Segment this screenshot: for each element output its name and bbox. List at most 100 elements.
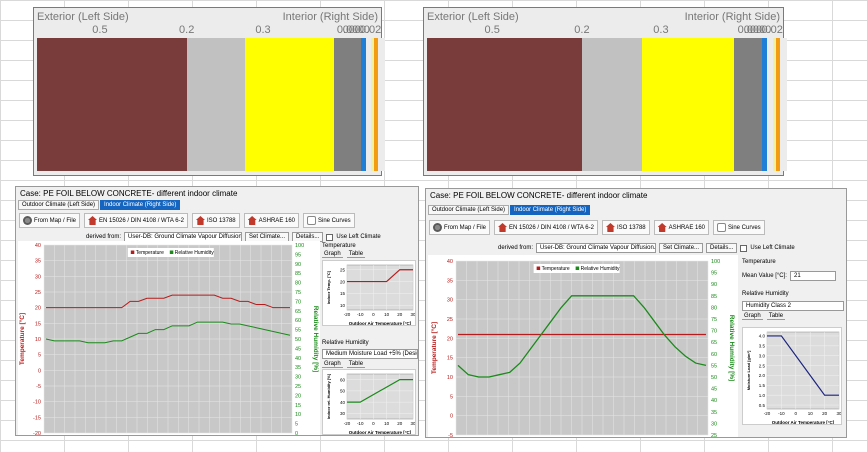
tab-table[interactable]: Table xyxy=(346,251,366,258)
mini-x-axis-label: Outdoor Air Temperature [°C] xyxy=(772,420,835,425)
thickness-label: 0.0 xyxy=(743,24,760,36)
use-left-climate-label: Use Left Climate xyxy=(750,245,795,251)
derived-from-field[interactable]: User-DB: Ground Climate Vapour Diffusion… xyxy=(536,243,657,253)
y-right-tick-label: 75 xyxy=(295,290,301,296)
material-layer xyxy=(360,38,366,171)
set-climate-button[interactable]: Set Climate... xyxy=(659,243,704,253)
humidity-class-select[interactable]: Humidity Class 2 xyxy=(742,301,844,311)
use-left-climate-label: Use Left Climate xyxy=(336,234,381,240)
sine-curves-label: Sine Curves xyxy=(728,224,761,231)
thickness-label: 0.5 xyxy=(92,24,108,36)
mini-x-tick-label: -20 xyxy=(764,411,771,416)
sine-curve-icon xyxy=(307,216,316,225)
y-left-tick-label: 30 xyxy=(447,298,453,304)
legend-swatch-temperature xyxy=(130,250,135,254)
y-right-tick-label: 85 xyxy=(295,271,301,277)
thickness-label: 0.02 xyxy=(359,24,382,36)
legend-label-temperature: Temperature xyxy=(542,266,570,272)
y-right-tick-label: 50 xyxy=(295,337,301,343)
y-right-tick-label: 25 xyxy=(295,384,301,390)
moisture-load-mini-chart: 4.0 3.5 3.0 2.5 2.0 1.5 1.0 0.5 -20 -10 0 10 20 30Out… xyxy=(742,327,842,425)
sine-curves-button[interactable]: Sine Curves xyxy=(303,213,355,228)
y-right-tick-label: 25 xyxy=(711,433,717,437)
tab-indoor-climate[interactable]: Indoor Climate (Right Side) xyxy=(100,200,181,210)
tab-table[interactable]: Table xyxy=(346,361,366,368)
mini-y-tick-label: 50 xyxy=(340,389,346,394)
humidity-series-line xyxy=(457,295,707,378)
from-map-label: From Map / File xyxy=(444,224,487,231)
y-left-tick-label: 40 xyxy=(447,259,453,265)
thickness-label: 0.0 xyxy=(336,24,353,36)
ashrae160-button[interactable]: ASHRAE 160 xyxy=(653,220,709,235)
y-left-tick-label: 0 xyxy=(38,368,41,374)
use-left-climate-checkbox[interactable] xyxy=(740,244,748,252)
temperature-header: Temperature xyxy=(742,259,776,265)
y-right-tick-label: 45 xyxy=(295,346,301,352)
mean-value-input[interactable]: 21 xyxy=(789,271,836,281)
y-right-tick-label: 30 xyxy=(295,375,301,381)
exterior-label: Exterior (Left Side) xyxy=(427,11,519,23)
indoor-rh-mini-chart: 60 50 40 30 -20 -10 0 10 20 30 Outdoor Air Tempera… xyxy=(322,369,416,435)
material-layer xyxy=(767,38,773,171)
house-icon xyxy=(195,216,205,225)
thickness-label: 0.5 xyxy=(484,24,500,36)
y-left-axis-label: Temperature [°C] xyxy=(430,322,438,374)
en15026-button[interactable]: EN 15026 / DIN 4108 / WTA 6-2 xyxy=(84,213,188,228)
mini-y-tick-label: 0.5 xyxy=(759,403,766,408)
legend-swatch-temperature xyxy=(536,266,541,270)
mini-y-tick-label: 30 xyxy=(340,411,346,416)
material-layer xyxy=(642,38,735,171)
from-map-button[interactable]: From Map / File xyxy=(429,220,491,235)
use-left-climate-checkbox[interactable] xyxy=(326,233,334,241)
y-right-tick-label: 60 xyxy=(295,318,301,324)
layer-diagram-right: Exterior (Left Side) Interior (Right Sid… xyxy=(423,7,787,176)
mini-series-line xyxy=(767,335,839,396)
mini-x-tick-label: 10 xyxy=(384,421,390,426)
material-layer xyxy=(37,38,188,171)
tab-graph[interactable]: Graph xyxy=(322,251,343,258)
exterior-label: Exterior (Left Side) xyxy=(37,11,129,23)
y-right-tick-label: 35 xyxy=(295,365,301,371)
y-right-tick-label: 85 xyxy=(711,294,717,300)
en15026-button[interactable]: EN 15026 / DIN 4108 / WTA 6-2 xyxy=(494,220,598,235)
sine-curves-button[interactable]: Sine Curves xyxy=(713,220,765,235)
rh-select[interactable]: Medium Moisture Load +5% (Design) (... xyxy=(322,349,418,359)
house-icon xyxy=(605,223,615,232)
mini-x-tick-label: 30 xyxy=(836,411,842,416)
ashrae160-label: ASHRAE 160 xyxy=(258,217,295,224)
mini-x-tick-label: 10 xyxy=(384,312,390,317)
mini-y-tick-label: 20 xyxy=(340,279,346,284)
tab-graph[interactable]: Graph xyxy=(742,313,763,320)
y-left-tick-label: -5 xyxy=(448,433,453,437)
material-layer xyxy=(187,38,245,171)
mini-x-tick-label: 0 xyxy=(372,312,375,317)
tab-outdoor-climate[interactable]: Outdoor Climate (Left Side) xyxy=(18,200,100,210)
mini-x-tick-label: 30 xyxy=(410,312,416,317)
y-left-tick-label: -15 xyxy=(33,415,41,421)
iso13788-button[interactable]: ISO 13788 xyxy=(191,213,240,228)
y-right-tick-label: 55 xyxy=(295,328,301,334)
thickness-label: 0.2 xyxy=(179,24,195,36)
material-layer xyxy=(245,38,334,171)
thickness-label: 0.2 xyxy=(574,24,590,36)
from-map-button[interactable]: From Map / File xyxy=(19,213,81,228)
iso13788-label: ISO 13788 xyxy=(206,217,236,224)
iso13788-button[interactable]: ISO 13788 xyxy=(601,220,650,235)
material-layer xyxy=(371,38,374,171)
material-layer xyxy=(775,38,780,171)
mini-y-tick-label: 1.5 xyxy=(759,383,766,388)
temperature-series-line xyxy=(46,294,290,309)
legend-label-temperature: Temperature xyxy=(136,250,164,256)
tab-indoor-climate[interactable]: Indoor Climate (Right Side) xyxy=(510,205,591,215)
y-left-tick-label: 20 xyxy=(447,336,453,342)
tab-graph[interactable]: Graph xyxy=(322,361,343,368)
ashrae160-button[interactable]: ASHRAE 160 xyxy=(243,213,299,228)
house-icon xyxy=(88,216,98,225)
mini-plot-area xyxy=(346,264,414,311)
mini-y-tick-label: 2.5 xyxy=(759,363,766,368)
details-button[interactable]: Details... xyxy=(706,243,738,253)
tab-outdoor-climate[interactable]: Outdoor Climate (Left Side) xyxy=(428,205,510,215)
material-layer xyxy=(734,38,763,171)
mini-y-tick-label: 15 xyxy=(340,291,346,296)
tab-table[interactable]: Table xyxy=(766,313,786,320)
